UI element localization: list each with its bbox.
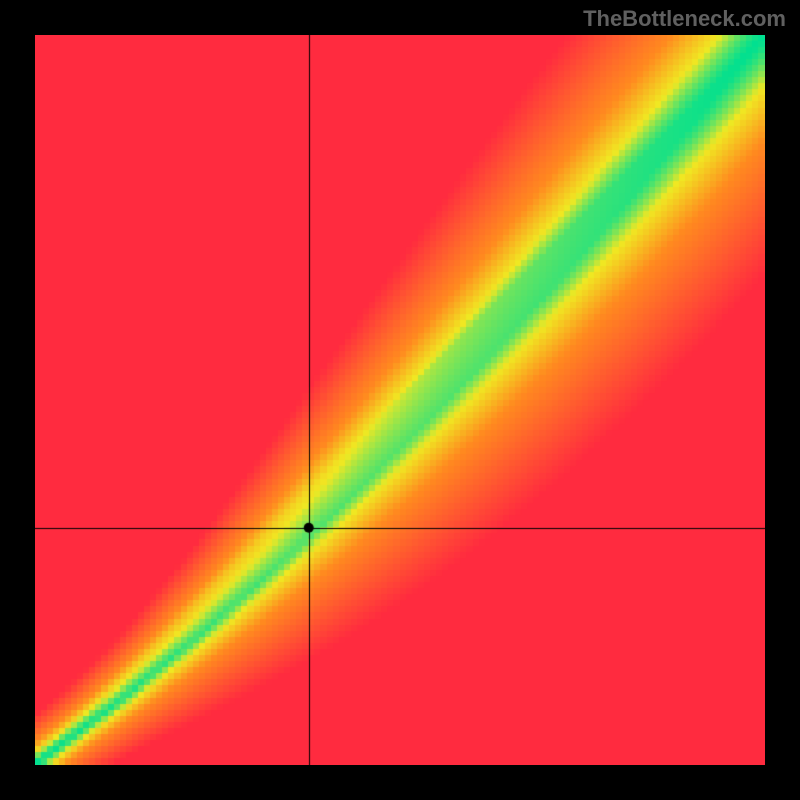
heatmap-canvas	[35, 35, 765, 765]
watermark-text: TheBottleneck.com	[583, 6, 786, 32]
heatmap-plot	[35, 35, 765, 765]
chart-container: TheBottleneck.com	[0, 0, 800, 800]
